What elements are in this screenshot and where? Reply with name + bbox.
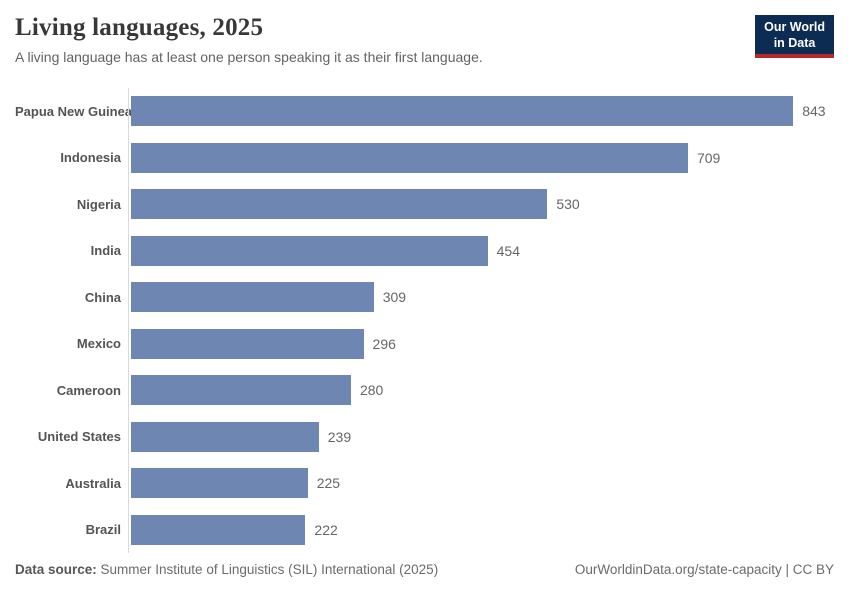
bar-china[interactable] (131, 282, 374, 313)
category-label-australia: Australia (65, 475, 121, 491)
bar-mexico[interactable] (131, 328, 364, 359)
plot-area-united-states: 239 (121, 414, 834, 461)
owid-logo-line2: in Data (773, 35, 816, 50)
bar-cameroon[interactable] (131, 375, 351, 406)
bar-row-brazil: Brazil 222 (15, 507, 834, 554)
plot-area-indonesia: 709 (121, 135, 834, 182)
bar-india[interactable] (131, 235, 488, 266)
bar-chart: Papua New Guinea 843 Indonesia 709 Nigeria 53… (15, 88, 834, 553)
bar-australia[interactable] (131, 468, 308, 499)
category-label-china: China (84, 289, 121, 305)
bar-row-united-states: United States 239 (15, 414, 834, 461)
bar-row-china: China 309 (15, 274, 834, 321)
bar-row-nigeria: Nigeria 530 (15, 181, 834, 228)
chart-header: Living languages, 2025 A living language… (15, 14, 834, 65)
category-label-brazil: Brazil (85, 522, 121, 538)
bar-rows: Papua New Guinea 843 Indonesia 709 Nigeria 53… (15, 88, 834, 553)
bar-united-states[interactable] (131, 421, 319, 452)
value-label-united-states: 239 (327, 428, 352, 445)
category-label-cameroon: Cameroon (56, 382, 121, 398)
bar-indonesia[interactable] (131, 142, 688, 173)
data-source-label: Data source: (15, 562, 97, 577)
bar-row-mexico: Mexico 296 (15, 321, 834, 368)
bar-nigeria[interactable] (131, 189, 548, 220)
plot-area-brazil: 222 (121, 507, 834, 554)
y-axis-line (128, 88, 129, 553)
bar-papua-new-guinea[interactable] (131, 96, 794, 127)
plot-area-cameroon: 280 (121, 367, 834, 414)
plot-area-papua-new-guinea: 843 (121, 88, 834, 135)
category-label-mexico: Mexico (76, 336, 121, 352)
bar-row-india: India 454 (15, 228, 834, 275)
plot-area-mexico: 296 (121, 321, 834, 368)
value-label-china: 309 (382, 289, 407, 306)
bar-brazil[interactable] (131, 514, 306, 545)
bar-row-australia: Australia 225 (15, 460, 834, 507)
plot-area-australia: 225 (121, 460, 834, 507)
value-label-india: 454 (496, 242, 520, 259)
category-label-india: India (90, 243, 121, 259)
category-label-united-states: United States (37, 429, 121, 445)
value-label-australia: 225 (316, 475, 341, 492)
value-label-cameroon: 280 (359, 382, 384, 399)
value-label-papua-new-guinea: 843 (802, 103, 826, 120)
category-label-indonesia: Indonesia (60, 150, 121, 166)
owid-url-license-link[interactable]: OurWorldinData.org/state-capacity | CC B… (574, 562, 834, 577)
value-label-mexico: 296 (372, 335, 396, 352)
category-label-papua-new-guinea: Papua New Guinea (15, 103, 133, 119)
data-source-text: Summer Institute of Linguistics (SIL) In… (96, 562, 439, 577)
plot-area-india: 454 (121, 228, 834, 275)
bar-row-papua-new-guinea: Papua New Guinea 843 (15, 88, 834, 135)
plot-area-china: 309 (121, 274, 834, 321)
bar-row-cameroon: Cameroon 280 (15, 367, 834, 414)
chart-subtitle: A living language has at least one perso… (15, 49, 483, 65)
chart-footer: Data source: Summer Institute of Linguis… (15, 562, 834, 577)
category-label-nigeria: Nigeria (76, 196, 121, 212)
header-text: Living languages, 2025 A living language… (15, 14, 483, 65)
value-label-brazil: 222 (314, 521, 338, 538)
value-label-nigeria: 530 (556, 196, 580, 213)
owid-logo[interactable]: Our World in Data (755, 15, 834, 59)
data-source-note: Data source: Summer Institute of Linguis… (15, 562, 438, 577)
plot-area-nigeria: 530 (121, 181, 834, 228)
bar-row-indonesia: Indonesia 709 (15, 135, 834, 182)
chart-title: Living languages, 2025 (15, 14, 264, 41)
owid-logo-line1: Our World (764, 20, 825, 34)
value-label-indonesia: 709 (696, 149, 721, 166)
